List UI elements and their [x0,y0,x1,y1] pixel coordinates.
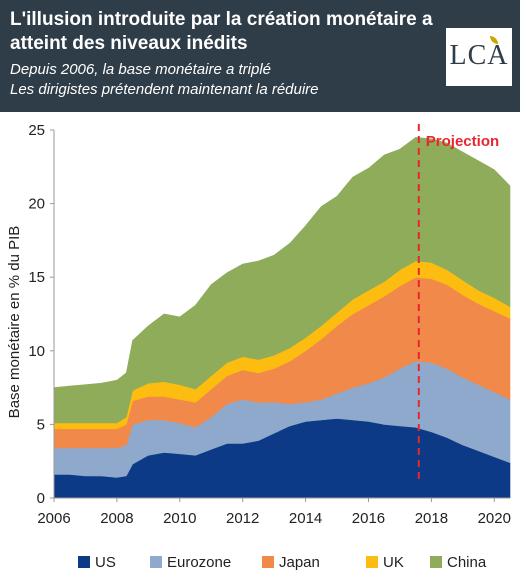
x-tick-label: 2006 [37,510,70,527]
y-tick-label: 25 [28,122,45,139]
legend-swatch [78,556,90,568]
x-tick-label: 2008 [100,510,133,527]
annotation-layer: Projection [417,124,499,480]
y-axis-label: Base monétaire en % du PIB [6,226,23,419]
legend-label: UK [383,553,404,571]
logo-text: LCA [449,40,509,71]
y-tick-label: 15 [28,269,45,286]
y-tick-label: 5 [37,416,45,433]
legend-item-eurozone: Eurozone [150,550,231,574]
legend-swatch [430,556,442,568]
legend-item-japan: Japan [262,550,320,574]
legend-item-uk: UK [366,550,404,574]
y-tick-label: 20 [28,196,45,213]
area-layer [53,137,511,499]
axes-layer [53,130,510,499]
chart-legend: US Eurozone Japan UK China [0,550,520,574]
chart-panel: 0 5 10 15 20 25 2006 2008 2010 2012 2014 2016 2018 20… [0,112,520,576]
x-tick-label: 2010 [163,510,196,527]
legend-swatch [150,556,162,568]
chart-subtitle-1: Depuis 2006, la base monétaire a triplé [10,61,271,78]
chart-subtitle-2: Les dirigistes prétendent maintenant la … [10,81,319,98]
lca-logo: LCA [446,28,512,86]
legend-swatch [366,556,378,568]
legend-item-us: US [78,550,116,574]
legend-label: US [95,553,116,571]
stacked-area-chart: 0 5 10 15 20 25 2006 2008 2010 2012 2014 2016 2018 20… [6,122,511,527]
x-tick-label: 2014 [289,510,322,527]
x-tick-label: 2016 [352,510,385,527]
y-tick-label: 0 [37,490,45,507]
area-china [53,137,511,424]
x-tick-label: 2012 [226,510,259,527]
tick-labels: 0 5 10 15 20 25 2006 2008 2010 2012 2014 2016 2018 20… [28,122,511,527]
x-tick-label: 2020 [478,510,511,527]
legend-label: China [447,553,487,571]
projection-label: Projection [426,133,499,150]
legend-label: Eurozone [167,553,232,571]
legend-label: Japan [279,553,320,571]
chart-title: L'illusion introduite par la création mo… [10,9,433,54]
x-tick-label: 2018 [415,510,448,527]
legend-swatch [262,556,274,568]
y-tick-label: 10 [28,343,45,360]
leaf-icon [490,36,498,44]
legend-item-china: China [430,550,486,574]
